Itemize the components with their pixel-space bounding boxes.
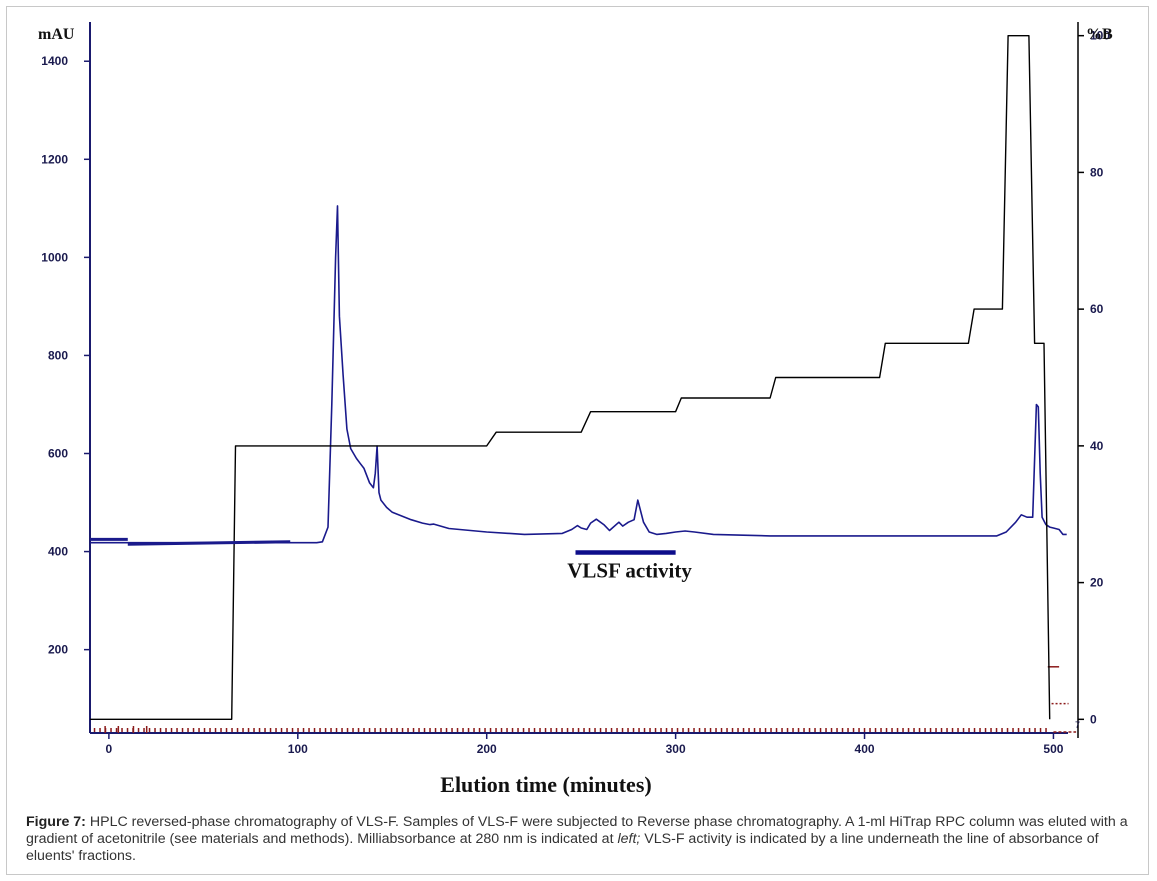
caption-text: HPLC reversed-phase chromatography of VL… <box>26 814 1128 847</box>
right-tick-label: 40 <box>1090 439 1104 453</box>
caption-text-end: VLS-F activity is indicated by a line un… <box>26 831 1099 864</box>
x-tick-label: 400 <box>855 742 875 756</box>
right-tick-label: 60 <box>1090 302 1104 316</box>
right-tick-label: 100 <box>1090 29 1110 43</box>
left-tick-label: 1400 <box>41 54 68 68</box>
left-tick-label: 200 <box>48 643 68 657</box>
x-tick-label: 200 <box>477 742 497 756</box>
baseline-segment <box>127 540 291 546</box>
caption-italic: left; <box>617 831 641 847</box>
left-tick-label: 1000 <box>41 250 68 264</box>
figure-caption: Figure 7: HPLC reversed-phase chromatogr… <box>26 814 1136 865</box>
absorbance-series-line <box>90 205 1067 544</box>
x-tick-label: 100 <box>288 742 308 756</box>
right-tick-label: 80 <box>1090 165 1104 179</box>
fraction-marker-label: 7 <box>1075 720 1080 730</box>
x-axis-label: Elution time (minutes) <box>440 772 651 797</box>
x-tick-label: 300 <box>666 742 686 756</box>
caption-label: Figure 7: <box>26 814 86 830</box>
left-tick-label: 600 <box>48 447 68 461</box>
right-axis-unit: %B <box>1086 26 1113 43</box>
left-axis-unit: mAU <box>38 26 75 43</box>
left-tick-label: 800 <box>48 348 68 362</box>
left-tick-label: 400 <box>48 545 68 559</box>
gradient-series-line <box>90 35 1051 720</box>
x-tick-label: 0 <box>106 742 113 756</box>
activity-label: VLSF activity <box>567 559 692 583</box>
right-tick-label: 20 <box>1090 576 1104 590</box>
left-tick-label: 1200 <box>41 152 68 166</box>
x-tick-label: 500 <box>1043 742 1063 756</box>
right-tick-label: 0 <box>1090 712 1097 726</box>
